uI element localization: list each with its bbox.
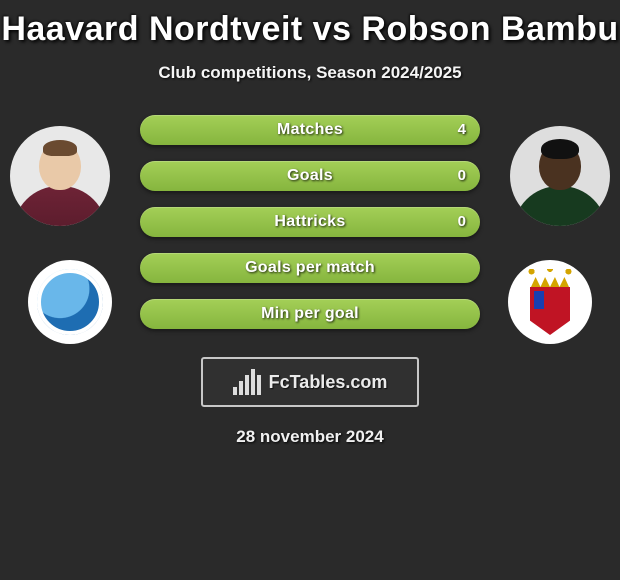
stat-label: Min per goal	[261, 305, 359, 322]
shield-icon	[530, 287, 570, 335]
crown-icon	[527, 269, 573, 285]
player-left-avatar	[10, 126, 110, 226]
stat-row-hattricks: Hattricks 0	[140, 207, 480, 237]
stat-row-goals-per-match: Goals per match	[140, 253, 480, 283]
stat-label: Goals per match	[245, 259, 375, 276]
stat-row-matches: Matches 4	[140, 115, 480, 145]
club-left-logo	[37, 269, 103, 335]
club-right-logo	[520, 267, 580, 337]
comparison-card: Haavard Nordtveit vs Robson Bambu Club c…	[0, 0, 620, 580]
avatar-head	[39, 142, 81, 190]
club-left-badge	[28, 260, 112, 344]
subtitle: Club competitions, Season 2024/2025	[0, 63, 620, 83]
watermark-box: FcTables.com	[201, 357, 419, 407]
player-right-avatar	[510, 126, 610, 226]
stat-right-value: 0	[458, 161, 466, 191]
avatar-body	[513, 186, 607, 226]
stats-list: Matches 4 Goals 0 Hattricks 0 Goals per …	[140, 115, 480, 329]
avatar-head	[539, 142, 581, 190]
stat-right-value: 0	[458, 207, 466, 237]
stat-row-goals: Goals 0	[140, 161, 480, 191]
watermark-text: FcTables.com	[269, 372, 388, 393]
page-title: Haavard Nordtveit vs Robson Bambu	[0, 10, 620, 49]
stat-right-value: 4	[458, 115, 466, 145]
avatar-body	[13, 186, 107, 226]
stat-label: Matches	[277, 121, 343, 138]
snapshot-date: 28 november 2024	[0, 427, 620, 447]
stat-label: Hattricks	[274, 213, 345, 230]
club-right-badge	[508, 260, 592, 344]
bar-chart-icon	[233, 369, 261, 395]
stat-row-min-per-goal: Min per goal	[140, 299, 480, 329]
stat-label: Goals	[287, 167, 333, 184]
